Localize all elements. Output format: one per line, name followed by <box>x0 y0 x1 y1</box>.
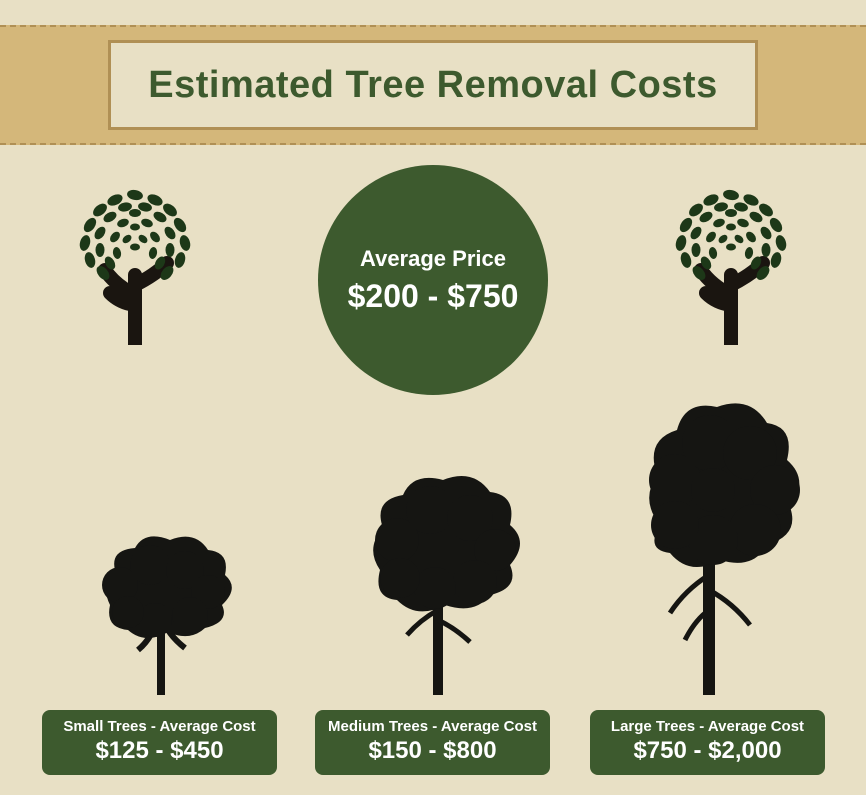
average-price-label: Average Price <box>360 246 506 272</box>
tree-silhouette-row <box>0 380 866 700</box>
banner-edge-left <box>0 48 60 123</box>
large-tree-icon <box>605 395 815 700</box>
small-category-text: Small Trees - Average Cost <box>46 718 273 735</box>
decorative-tree-left-icon <box>55 175 215 345</box>
cost-label-large: Large Trees - Average Cost $750 - $2,000 <box>590 710 825 775</box>
large-price-text: $750 - $2,000 <box>594 737 821 765</box>
small-price-text: $125 - $450 <box>46 737 273 765</box>
cost-label-row: Small Trees - Average Cost $125 - $450 M… <box>0 710 866 775</box>
banner-edge-right <box>806 48 866 123</box>
title-panel: Estimated Tree Removal Costs <box>108 40 758 130</box>
page-title: Estimated Tree Removal Costs <box>148 64 717 107</box>
medium-tree-icon <box>335 470 545 700</box>
cost-label-small: Small Trees - Average Cost $125 - $450 <box>42 710 277 775</box>
medium-category-text: Medium Trees - Average Cost <box>319 718 546 735</box>
average-price-circle: Average Price $200 - $750 <box>318 165 548 395</box>
average-price-value: $200 - $750 <box>348 278 519 315</box>
large-category-text: Large Trees - Average Cost <box>594 718 821 735</box>
medium-price-text: $150 - $800 <box>319 737 546 765</box>
cost-label-medium: Medium Trees - Average Cost $150 - $800 <box>315 710 550 775</box>
small-tree-icon <box>60 530 270 700</box>
decorative-tree-right-icon <box>651 175 811 345</box>
